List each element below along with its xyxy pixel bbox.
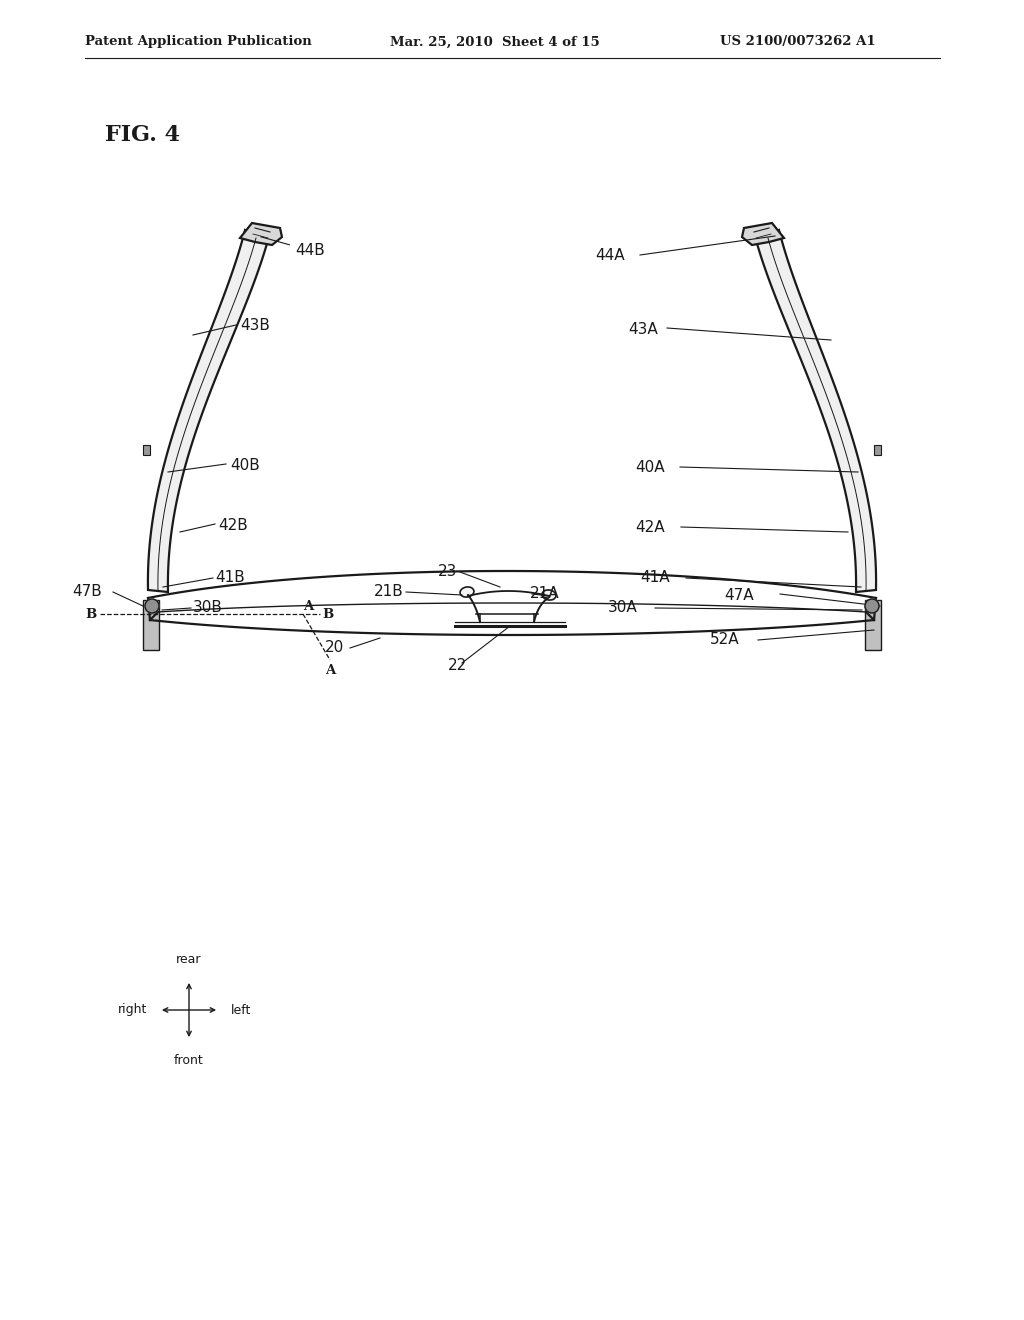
Text: 44B: 44B [261,236,325,257]
Text: 30A: 30A [608,601,638,615]
Polygon shape [756,230,877,591]
Text: 41A: 41A [640,570,670,586]
Text: 42A: 42A [635,520,665,536]
Text: 40B: 40B [230,458,260,473]
Circle shape [145,599,159,612]
Text: 21B: 21B [374,585,403,599]
Text: 41B: 41B [215,570,245,586]
Polygon shape [874,445,881,455]
Text: 20: 20 [325,640,344,656]
Text: left: left [231,1003,251,1016]
Ellipse shape [460,587,474,597]
Text: 23: 23 [438,565,458,579]
Text: US 2100/0073262 A1: US 2100/0073262 A1 [720,36,876,49]
Polygon shape [240,223,282,246]
Text: B: B [86,607,97,620]
Polygon shape [742,223,784,246]
Circle shape [865,599,879,612]
Text: A: A [325,664,335,677]
Text: 21A: 21A [530,586,560,602]
Text: 42B: 42B [218,517,248,532]
Text: 30B: 30B [193,601,223,615]
Text: FIG. 4: FIG. 4 [105,124,180,147]
Polygon shape [865,601,881,649]
Ellipse shape [542,590,556,601]
Text: Mar. 25, 2010  Sheet 4 of 15: Mar. 25, 2010 Sheet 4 of 15 [390,36,600,49]
Text: 22: 22 [449,657,467,672]
Text: 43A: 43A [628,322,657,338]
Text: A: A [303,601,313,612]
Text: right: right [118,1003,147,1016]
Text: 40A: 40A [635,461,665,475]
Text: front: front [174,1053,204,1067]
Text: Patent Application Publication: Patent Application Publication [85,36,311,49]
Text: rear: rear [176,953,202,966]
Text: 47B: 47B [72,585,101,599]
Polygon shape [147,230,268,591]
Text: 52A: 52A [710,632,739,648]
Polygon shape [143,445,150,455]
Text: B: B [322,607,333,620]
Text: 44A: 44A [595,248,625,263]
Text: 43B: 43B [240,318,270,333]
Text: 47A: 47A [724,587,754,602]
Polygon shape [143,601,159,649]
